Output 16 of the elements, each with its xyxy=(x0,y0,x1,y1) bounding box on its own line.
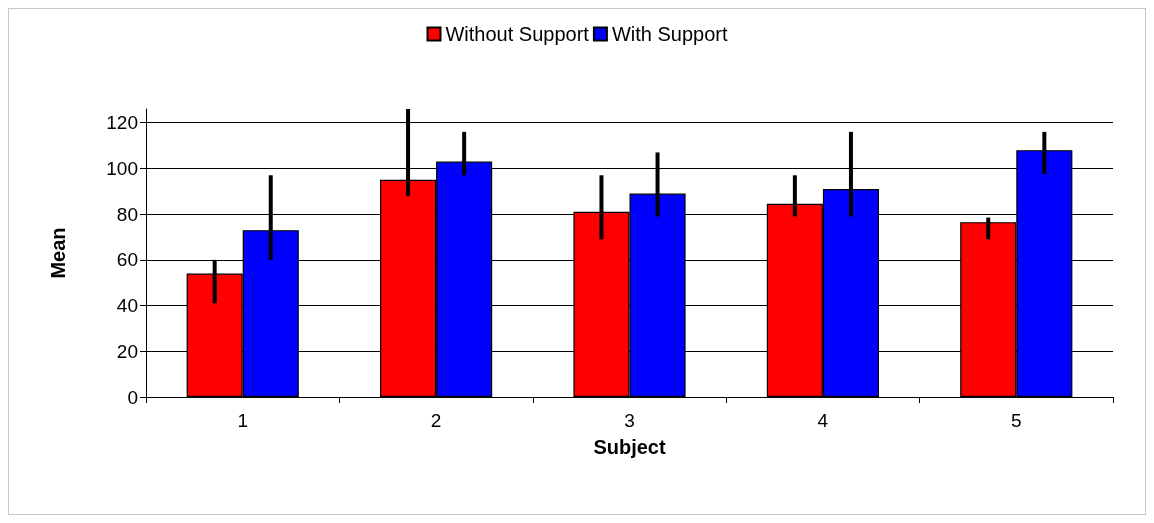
x-tick-label: 1 xyxy=(237,410,248,431)
y-axis-title: Mean xyxy=(47,227,69,279)
y-tick-label: 120 xyxy=(106,112,138,134)
y-tick-label: 100 xyxy=(106,157,138,179)
x-tick-label: 5 xyxy=(1011,410,1022,431)
y-tick-label: 0 xyxy=(127,386,138,408)
x-tick-label: 2 xyxy=(430,410,442,431)
x-axis-title: Subject xyxy=(593,436,666,458)
legend-label: Without Support xyxy=(445,23,590,45)
y-tick-label: 80 xyxy=(116,203,138,225)
x-tick-label: 4 xyxy=(817,410,829,431)
y-tick-label: 60 xyxy=(116,249,138,271)
x-tick-label: 3 xyxy=(624,410,635,431)
y-tick-label: 40 xyxy=(116,295,138,317)
legend-label: With Support xyxy=(611,23,728,45)
y-tick-label: 20 xyxy=(116,340,138,362)
